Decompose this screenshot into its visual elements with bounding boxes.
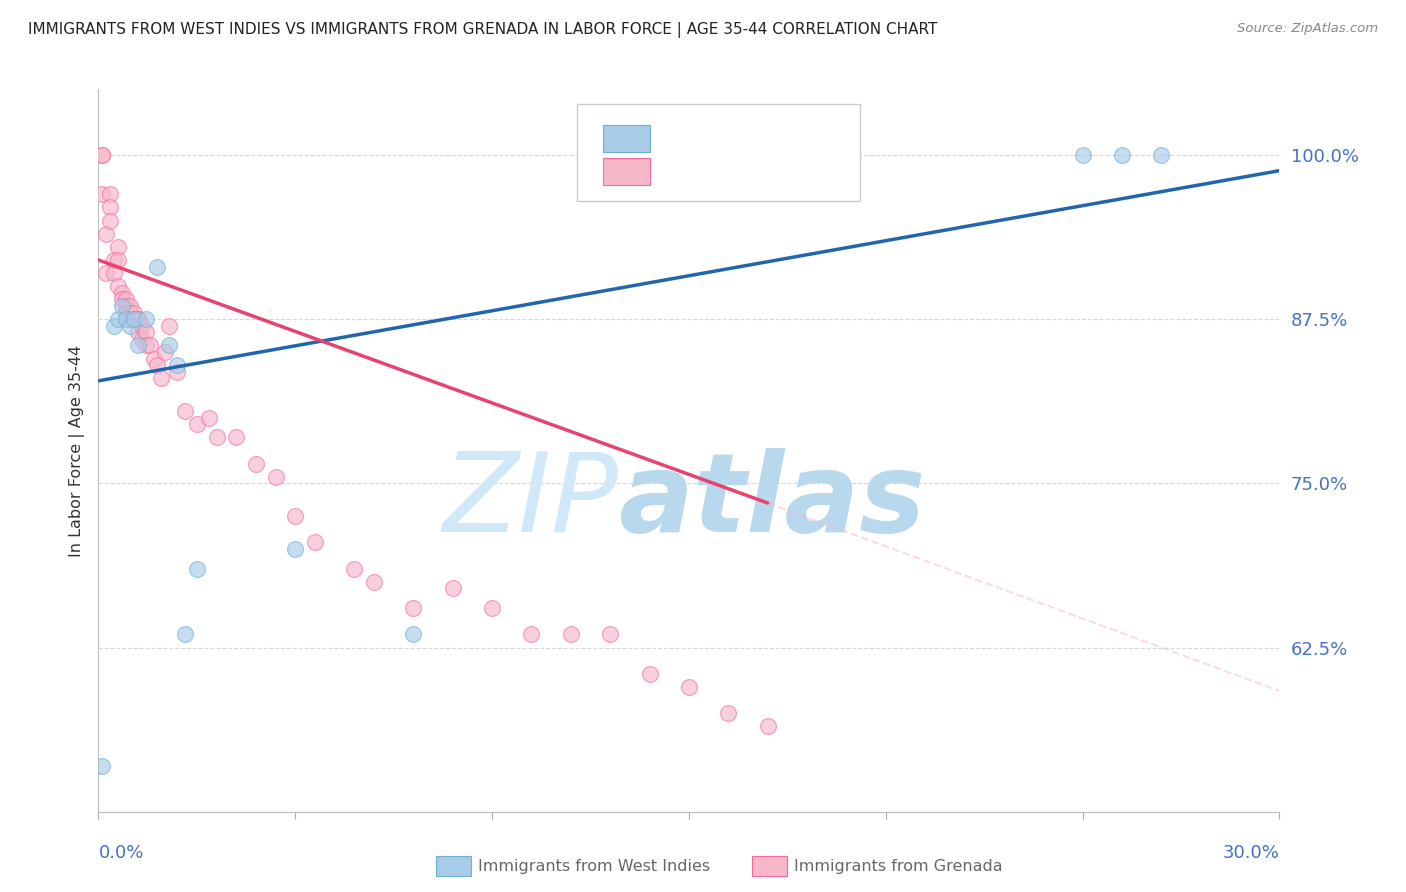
Point: [118, 318, 141, 333]
Point: [157, 318, 180, 333]
Point: [481, 601, 503, 615]
Point: [304, 535, 326, 549]
Point: [118, 305, 141, 319]
Point: [127, 312, 149, 326]
Text: Source: ZipAtlas.com: Source: ZipAtlas.com: [1237, 22, 1378, 36]
Text: 30.0%: 30.0%: [1223, 844, 1279, 863]
Point: [520, 627, 543, 641]
Point: [91, 148, 114, 162]
Point: [135, 312, 157, 326]
Point: [245, 457, 267, 471]
Text: Immigrants from West Indies: Immigrants from West Indies: [478, 859, 710, 873]
Point: [107, 312, 129, 326]
Point: [96, 227, 118, 241]
Text: R = 0.336   N = 19: R = 0.336 N = 19: [662, 128, 827, 145]
Point: [197, 410, 219, 425]
Point: [96, 266, 118, 280]
Point: [135, 338, 157, 352]
Point: [127, 325, 149, 339]
Point: [103, 318, 125, 333]
Point: [115, 312, 138, 326]
Point: [146, 260, 169, 274]
Point: [174, 404, 197, 418]
Point: [91, 187, 114, 202]
Text: 0.0%: 0.0%: [98, 844, 143, 863]
Point: [441, 582, 464, 596]
Point: [122, 312, 145, 326]
Text: IMMIGRANTS FROM WEST INDIES VS IMMIGRANTS FROM GRENADA IN LABOR FORCE | AGE 35-4: IMMIGRANTS FROM WEST INDIES VS IMMIGRANT…: [28, 22, 938, 38]
Point: [111, 285, 134, 300]
Point: [131, 318, 153, 333]
Text: R = -0.311   N = 58: R = -0.311 N = 58: [662, 161, 832, 178]
Point: [115, 293, 138, 307]
Point: [127, 338, 149, 352]
Point: [122, 305, 145, 319]
Point: [599, 627, 621, 641]
Point: [264, 469, 287, 483]
Point: [186, 417, 208, 432]
Point: [91, 148, 114, 162]
Point: [103, 266, 125, 280]
Point: [155, 345, 177, 359]
Point: [98, 187, 121, 202]
Point: [205, 430, 228, 444]
Y-axis label: In Labor Force | Age 35-44: In Labor Force | Age 35-44: [69, 344, 84, 557]
Point: [402, 627, 425, 641]
Point: [174, 627, 197, 641]
FancyBboxPatch shape: [603, 158, 650, 186]
Point: [402, 601, 425, 615]
Point: [756, 719, 779, 733]
Point: [91, 758, 114, 772]
Point: [225, 430, 247, 444]
Point: [98, 201, 121, 215]
Point: [107, 279, 129, 293]
FancyBboxPatch shape: [603, 125, 650, 152]
Point: [166, 365, 188, 379]
Text: ZIP: ZIP: [443, 448, 619, 555]
Point: [284, 541, 307, 556]
Point: [284, 509, 307, 524]
Point: [717, 706, 740, 721]
Point: [146, 358, 169, 372]
Point: [107, 252, 129, 267]
Point: [638, 666, 661, 681]
Point: [118, 312, 141, 326]
Point: [131, 332, 153, 346]
Point: [560, 627, 582, 641]
Point: [157, 338, 180, 352]
Point: [135, 325, 157, 339]
Point: [122, 312, 145, 326]
Point: [127, 312, 149, 326]
Point: [186, 562, 208, 576]
Point: [363, 574, 385, 589]
Text: atlas: atlas: [619, 448, 925, 555]
Point: [103, 252, 125, 267]
Point: [150, 371, 173, 385]
Point: [1111, 148, 1133, 162]
Point: [343, 562, 366, 576]
Point: [1150, 148, 1173, 162]
Point: [107, 240, 129, 254]
Point: [118, 299, 141, 313]
Point: [111, 299, 134, 313]
Point: [111, 293, 134, 307]
FancyBboxPatch shape: [576, 103, 860, 202]
Point: [1071, 148, 1094, 162]
Point: [678, 680, 700, 694]
Text: Immigrants from Grenada: Immigrants from Grenada: [794, 859, 1002, 873]
Point: [115, 299, 138, 313]
Point: [138, 338, 160, 352]
Point: [98, 213, 121, 227]
Point: [142, 351, 165, 366]
Point: [115, 305, 138, 319]
Point: [166, 358, 188, 372]
